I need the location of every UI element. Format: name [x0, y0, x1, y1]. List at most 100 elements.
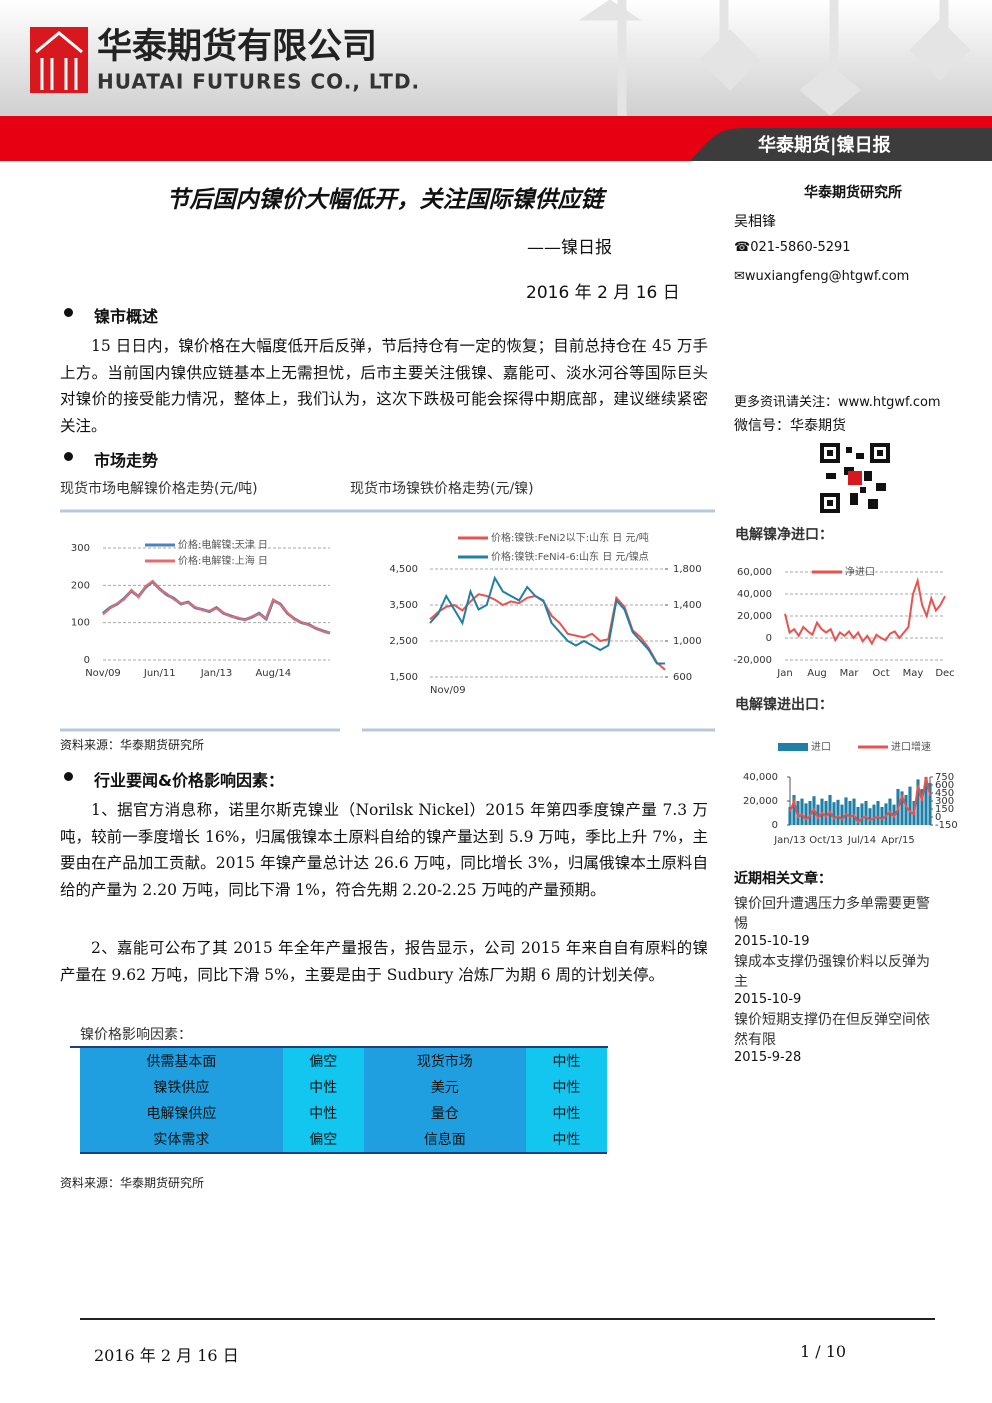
- article-date: 2015-10-9: [734, 992, 802, 1007]
- bar: [828, 795, 832, 825]
- y-tick-label: 40,000: [737, 589, 772, 600]
- institute: 华泰期货研究所: [804, 185, 902, 201]
- y-tick-label: 1,500: [389, 672, 418, 683]
- source-note: 资料来源：华泰期货研究所: [60, 738, 205, 752]
- report-date: 2016 年 2 月 16 日: [526, 283, 680, 303]
- table-cell: 偏空: [282, 1126, 364, 1152]
- legend-label: 价格:电解镍:天津 日: [178, 538, 268, 551]
- bar: [852, 798, 856, 825]
- source-note: 资料来源：华泰期货研究所: [60, 1176, 205, 1190]
- bar: [868, 808, 872, 825]
- x-tick-label: Oct: [872, 668, 889, 679]
- article-title: 镍成本支撑仍强镍价料以反弹为主: [734, 954, 930, 990]
- report-subtitle: ——镍日报: [527, 238, 612, 258]
- article-date: 2015-9-28: [734, 1050, 802, 1065]
- y-tick-label: 0: [766, 633, 772, 644]
- x-tick-label: Jul/14: [847, 835, 876, 846]
- header-decoration: [578, 0, 971, 117]
- table-cell: 中性: [282, 1074, 364, 1100]
- y-tick-label: 60,000: [737, 567, 772, 578]
- bar: [840, 804, 844, 825]
- table-rule: [70, 1046, 608, 1048]
- data-line: [784, 576, 946, 646]
- data-line: [102, 579, 331, 634]
- y-tick-label: 4,500: [389, 564, 418, 575]
- y2-tick-label: 0: [935, 812, 941, 823]
- bar: [928, 783, 932, 825]
- y-tick-label: 20,000: [737, 611, 772, 622]
- y-tick-label: 20,000: [743, 796, 778, 807]
- bar: [888, 798, 892, 825]
- y2-tick-label: -150: [935, 820, 958, 831]
- bar: [856, 807, 860, 825]
- table-cell: 现货市场: [363, 1048, 526, 1074]
- bar: [924, 777, 928, 825]
- bullet: [64, 452, 73, 461]
- table-cell: 量仓: [363, 1100, 526, 1126]
- bullet: [64, 772, 73, 781]
- bar: [864, 801, 868, 825]
- y-tick-label: 0: [84, 655, 90, 666]
- y-tick-label: 3,500: [389, 600, 418, 611]
- y2-tick-label: 450: [935, 788, 954, 799]
- company-cn: 华泰期货有限公司: [97, 27, 377, 67]
- table-cell: 中性: [282, 1100, 364, 1126]
- x-tick-label: May: [903, 668, 924, 679]
- header-graphic: 华泰期货有限公司 HUATAI FUTURES CO., LTD. 华泰期货|镍…: [0, 0, 992, 161]
- y2-tick-label: 150: [935, 804, 954, 815]
- table-cell: 信息面: [363, 1126, 526, 1152]
- bar: [916, 779, 920, 825]
- factor-table: 供需基本面 偏空 现货市场 中性 镍铁供应 中性 美元 中性 电解镍供应 中性 量仓 中性 实体需求 偏空…: [80, 1048, 607, 1152]
- section-heading: 市场走势: [94, 451, 159, 470]
- legend-label: 价格:镍铁:FeNi4-6:山东 日 元/镍点: [491, 550, 649, 563]
- bar: [824, 801, 828, 825]
- data-line: [102, 579, 331, 635]
- bar: [880, 807, 884, 825]
- bar: [900, 791, 904, 825]
- email: ✉wuxiangfeng@htgwf.com: [734, 269, 910, 284]
- y-tick-label: 40,000: [743, 772, 778, 783]
- bar: [892, 804, 896, 825]
- data-line: [429, 593, 666, 671]
- related-articles: 近期相关文章： 镍价回升遭遇压力多单需要更警惕 2015-10-19 镍成本支撑仍强镍…: [734, 868, 934, 1068]
- company-en: HUATAI FUTURES CO., LTD.: [97, 70, 420, 94]
- table-row: 实体需求 偏空 信息面 中性: [80, 1126, 607, 1152]
- legend-swatch: [778, 743, 808, 751]
- bar: [808, 801, 812, 825]
- banner-title: 华泰期货|镍日报: [758, 134, 891, 156]
- table-row: 电解镍供应 中性 量仓 中性: [80, 1100, 607, 1126]
- table-caption: 镍价格影响因素：: [80, 1027, 192, 1043]
- bar: [912, 801, 916, 825]
- bar: [832, 802, 836, 825]
- section-heading: 镍市概述: [94, 307, 159, 326]
- bar: [792, 795, 796, 825]
- y2-tick-label: 1,000: [673, 636, 702, 647]
- bar: [800, 798, 804, 825]
- y-tick-label: 200: [71, 580, 90, 591]
- article-date: 2015-10-19: [734, 934, 810, 949]
- chart-title: 现货市场电解镍价格走势(元/吨): [60, 480, 258, 497]
- table-cell: 中性: [525, 1100, 607, 1126]
- logo-pattern: [35, 31, 83, 90]
- x-tick-label: Nov/09: [85, 668, 121, 679]
- bar: [812, 796, 816, 825]
- page-number: 1 / 10: [800, 1342, 847, 1361]
- table-row: 供需基本面 偏空 现货市场 中性: [80, 1048, 607, 1074]
- article-title: 镍价回升遭遇压力多单需要更警惕: [734, 896, 930, 932]
- bar: [860, 803, 864, 825]
- table-row: 镍铁供应 中性 美元 中性: [80, 1074, 607, 1100]
- logo: [30, 27, 88, 93]
- chart-title: 电解镍进出口：: [735, 696, 833, 713]
- bar: [884, 803, 888, 825]
- paragraph: 1、据官方消息称，诺里尔斯克镍业（Norilsk Nickel）2015 年第四…: [60, 801, 708, 899]
- y-tick-label: 2,500: [389, 636, 418, 647]
- more-info: 更多资讯请关注：www.htgwf.com: [734, 395, 941, 410]
- related-heading: 近期相关文章：: [734, 871, 832, 887]
- legend-label: 价格:镍铁:FeNi2以下:山东 日 元/吨: [491, 531, 649, 544]
- paragraph: 2、嘉能可公布了其 2015 年全年产量报告，报告显示，公司 2015 年来自自…: [60, 939, 708, 984]
- legend-label: 价格:电解镍:上海 日: [178, 554, 268, 567]
- bar: [816, 804, 820, 825]
- chart-title: 电解镍净进口：: [735, 526, 833, 543]
- y2-tick-label: 1,400: [673, 600, 702, 611]
- bar: [920, 789, 924, 825]
